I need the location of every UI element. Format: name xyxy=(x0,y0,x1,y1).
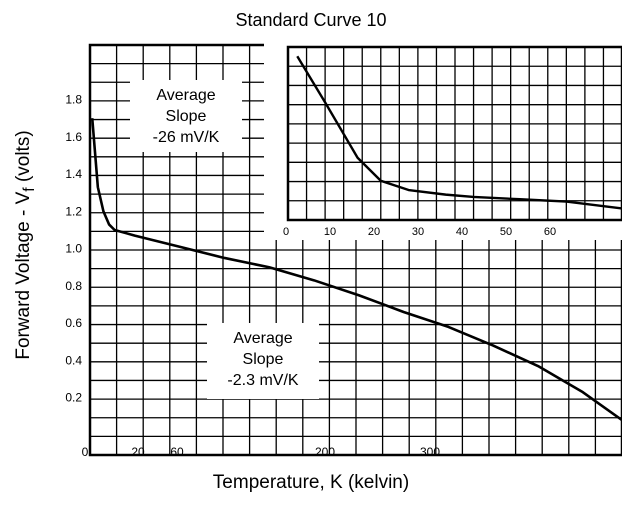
y-tick-label: 1.4 xyxy=(65,167,82,181)
inset-x-tick-label: 30 xyxy=(412,226,424,238)
y-tick-label: 0.8 xyxy=(65,279,82,293)
annotation-upper-text: -26 mV/K xyxy=(153,129,220,146)
y-tick-label: 0.6 xyxy=(65,316,82,330)
x-tick-label: 20 xyxy=(131,445,145,459)
y-tick-label: 1.2 xyxy=(65,204,82,218)
x-tick-label: 60 xyxy=(170,445,184,459)
inset-x-tick-label: 20 xyxy=(368,226,380,238)
annotation-lower-text: Average xyxy=(233,330,292,347)
annotation-upper-text: Slope xyxy=(166,108,207,125)
inset-x-tick-label: 10 xyxy=(324,226,336,238)
y-tick-label: 0.4 xyxy=(65,353,82,367)
annotation-lower-box xyxy=(207,323,319,399)
inset-x-tick-label: 50 xyxy=(500,226,512,238)
annotation-upper-box xyxy=(130,80,242,152)
inset-x-tick-label: 40 xyxy=(456,226,468,238)
annotation-lower-text: Slope xyxy=(243,351,284,368)
x-tick-label: 0 xyxy=(82,445,89,459)
y-tick-label: 1.8 xyxy=(65,93,82,107)
annotation-lower-text: -2.3 mV/K xyxy=(227,372,298,389)
x-tick-label: 300 xyxy=(420,445,440,459)
inset-background xyxy=(264,40,622,240)
x-tick-label: 200 xyxy=(315,445,335,459)
annotation-upper-text: Average xyxy=(156,87,215,104)
main-series-line xyxy=(90,118,622,422)
inset-series-line xyxy=(296,55,622,210)
chart-title: Standard Curve 10 xyxy=(235,10,387,30)
x-axis-label: Temperature, K (kelvin) xyxy=(212,472,410,493)
y-tick-label: 0.2 xyxy=(65,391,82,405)
inset-frame xyxy=(286,45,622,222)
y-tick-label: 1.6 xyxy=(65,130,82,144)
inset-x-tick-label: 60 xyxy=(544,226,556,238)
y-tick-label: 1.0 xyxy=(65,242,82,256)
inset-x-tick-label: 0 xyxy=(283,226,289,238)
